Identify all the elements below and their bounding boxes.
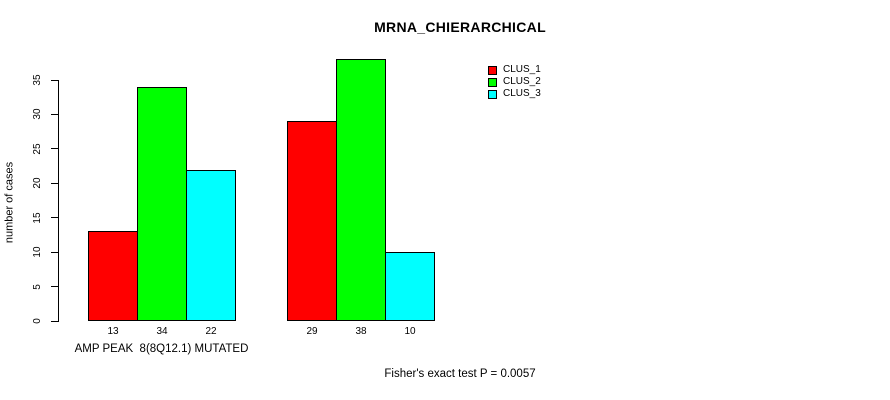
y-axis-tick-label: 0 <box>32 318 43 324</box>
bar-value-label: 10 <box>404 326 416 337</box>
y-axis-tick-label: 15 <box>32 212 43 224</box>
y-axis-tick <box>51 148 58 150</box>
annotation-text: Fisher's exact test P = 0.0057 <box>384 368 536 380</box>
chart-legend: CLUS_1 CLUS_2 CLUS_3 <box>488 64 541 100</box>
y-axis-tick <box>51 251 58 253</box>
legend-swatch-icon <box>488 89 497 99</box>
x-axis-group-label: AMP PEAK 8(8Q12.1) MUTATED <box>74 343 249 355</box>
bar-clus_3-group1 <box>186 169 236 321</box>
y-axis-tick <box>51 286 58 288</box>
y-axis-tick-label: 10 <box>32 246 43 258</box>
bar-value-label: 34 <box>156 326 168 337</box>
legend-item-clus_3: CLUS_3 <box>488 88 541 100</box>
y-axis-tick-label: 25 <box>32 143 43 155</box>
y-axis-title: number of cases <box>3 161 16 244</box>
legend-label: CLUS_2 <box>503 76 541 87</box>
bar-clus_2-group1 <box>137 86 187 321</box>
x-axis-group-label <box>231 342 491 356</box>
legend-item-clus_1: CLUS_1 <box>488 64 541 76</box>
y-axis-line <box>58 80 59 322</box>
bar-clus_1-group2 <box>287 121 337 321</box>
legend-item-clus_2: CLUS_2 <box>488 76 541 88</box>
bar-value-label: 38 <box>355 326 367 337</box>
bar-clus_1-group1 <box>88 231 138 321</box>
bar-value-label: 22 <box>205 326 217 337</box>
y-axis-tick <box>51 79 58 81</box>
legend-label: CLUS_1 <box>503 64 541 75</box>
legend-swatch-icon <box>488 77 497 87</box>
legend-label: CLUS_3 <box>503 88 541 99</box>
legend-swatch-icon <box>488 65 497 75</box>
y-axis-tick-label: 5 <box>32 283 43 290</box>
chart-title: MRNA_CHIERARCHICAL <box>374 19 546 35</box>
y-axis-tick-label: 30 <box>32 108 43 120</box>
bar-value-label: 13 <box>107 326 119 337</box>
bar-clus_2-group2 <box>336 59 386 321</box>
bar-value-label: 29 <box>306 326 318 337</box>
y-axis-tick <box>51 217 58 219</box>
bar-clus_3-group2 <box>385 252 435 321</box>
y-axis-tick <box>51 113 58 115</box>
y-axis-tick-label: 35 <box>32 74 43 86</box>
y-axis-tick <box>51 320 58 322</box>
y-axis-tick <box>51 182 58 184</box>
y-axis-tick-label: 20 <box>32 177 43 189</box>
